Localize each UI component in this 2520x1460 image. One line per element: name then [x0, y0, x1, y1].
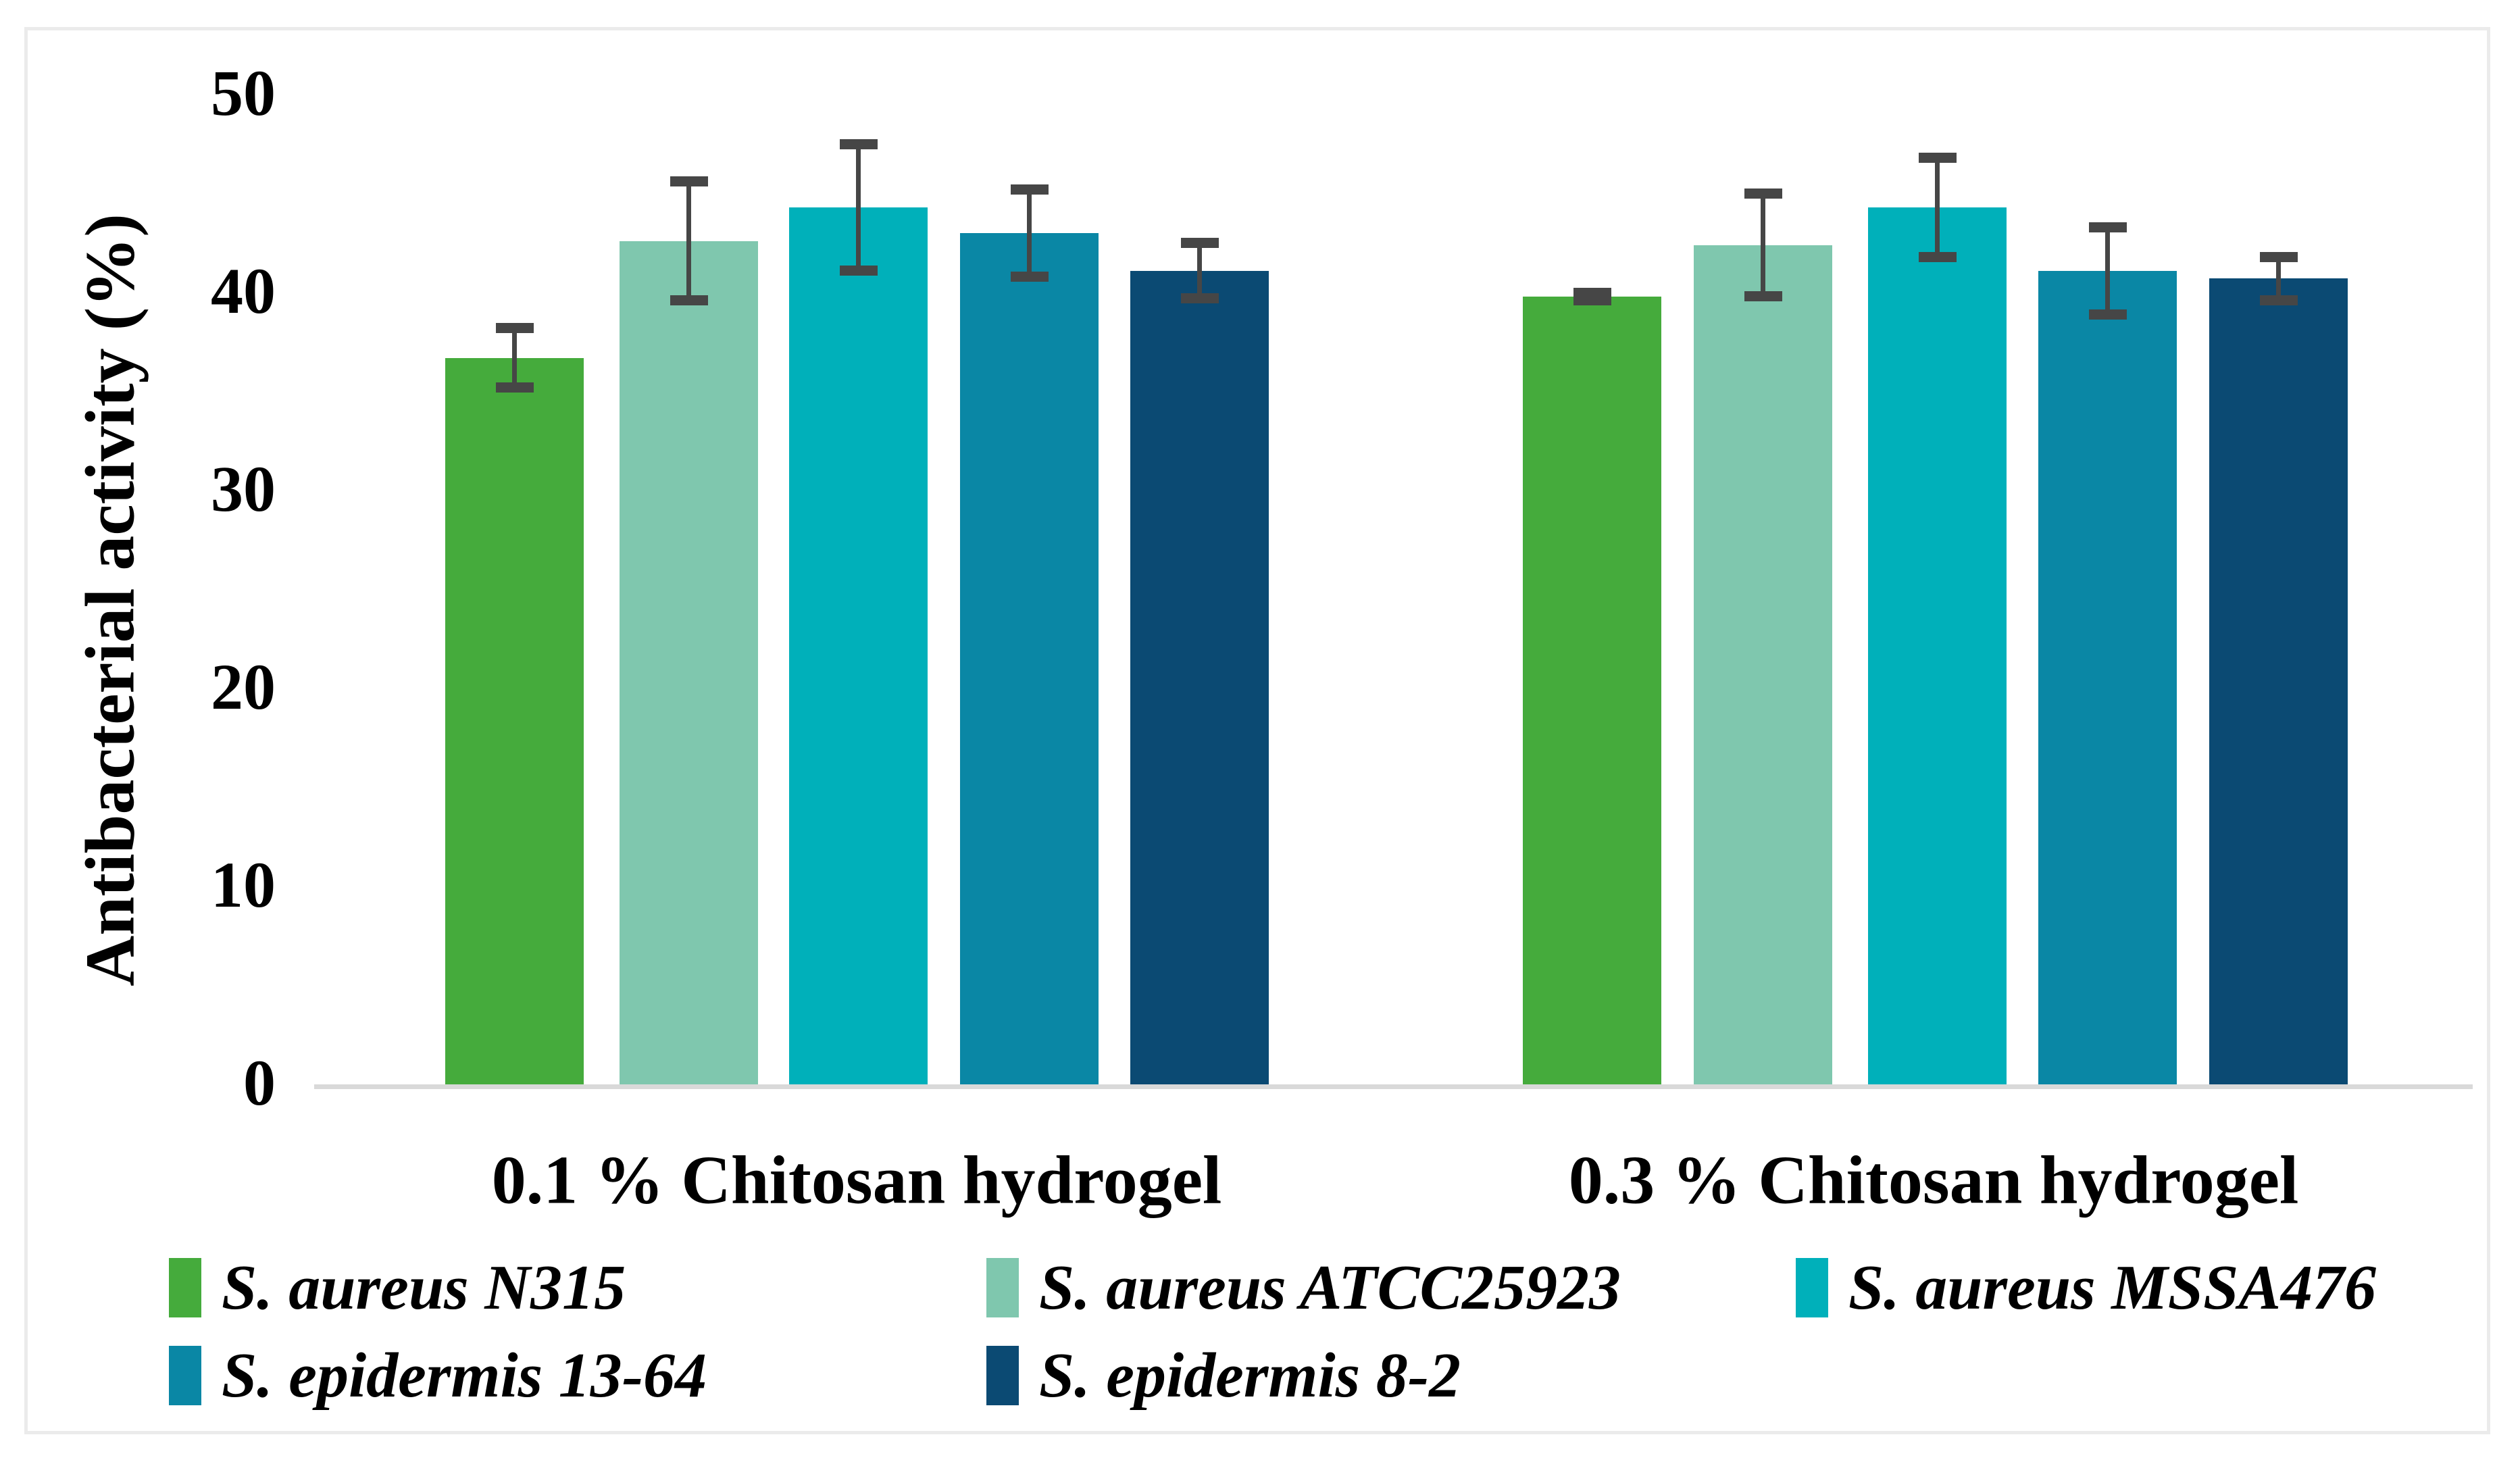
category-label: 0.3 % Chitosan hydrogel [1568, 1142, 2299, 1219]
error-bar-cap [839, 139, 878, 149]
error-bar-cap [1573, 287, 1611, 298]
error-bar-cap [670, 295, 708, 306]
legend-swatch [1796, 1258, 1828, 1317]
error-bar-cap [1573, 295, 1611, 306]
error-bar-cap [1180, 238, 1219, 249]
legend-label: S. aureus N315 [222, 1253, 626, 1323]
error-bar-line [686, 181, 691, 301]
legend-label: S. epidermis 8-2 [1039, 1340, 1461, 1411]
error-bar-cap [670, 176, 708, 187]
y-tick-label: 20 [211, 651, 276, 724]
legend-swatch [986, 1346, 1019, 1405]
bar [789, 207, 928, 1084]
bar [2038, 270, 2177, 1084]
bar [1868, 207, 2007, 1084]
error-bar-line [1197, 243, 1202, 299]
error-bar-cap [2088, 222, 2127, 232]
bar [445, 357, 584, 1084]
legend-label: S. epidermis 13-64 [222, 1340, 707, 1411]
bar [620, 241, 758, 1084]
legend-swatch [169, 1346, 201, 1405]
bar [1523, 296, 1661, 1084]
error-bar-line [2276, 257, 2281, 301]
category-label: 0.1 % Chitosan hydrogel [491, 1142, 1222, 1219]
bar [1130, 270, 1269, 1084]
error-bar-cap [1918, 153, 1957, 163]
error-bar-cap [1010, 184, 1049, 195]
error-bar-cap [1744, 291, 1782, 302]
error-bar-cap [495, 323, 534, 334]
bar [2209, 278, 2348, 1084]
error-bar-cap [2088, 309, 2127, 320]
error-bar-cap [1918, 251, 1957, 262]
error-bar-line [1935, 157, 1940, 257]
y-tick-label: 50 [211, 57, 276, 130]
y-tick-label: 30 [211, 453, 276, 526]
legend-item: S. aureus ATCC25923 [986, 1253, 1621, 1323]
legend-label: S. aureus ATCC25923 [1039, 1253, 1621, 1323]
legend-item: S. epidermis 8-2 [986, 1340, 1461, 1411]
error-bar-line [512, 328, 517, 388]
error-bar-cap [2259, 295, 2298, 306]
error-bar-cap [495, 382, 534, 393]
error-bar-cap [2259, 251, 2298, 262]
legend-item: S. aureus N315 [169, 1253, 626, 1323]
legend-swatch [986, 1258, 1019, 1317]
error-bar-line [1027, 189, 1032, 277]
error-bar-line [856, 144, 861, 271]
error-bar-cap [1010, 272, 1049, 282]
legend-swatch [169, 1258, 201, 1317]
legend-label: S. aureus MSSA476 [1848, 1253, 2377, 1323]
x-axis-line [314, 1084, 2473, 1089]
error-bar-cap [1744, 188, 1782, 199]
legend-item: S. epidermis 13-64 [169, 1340, 707, 1411]
error-bar-line [2105, 227, 2110, 315]
legend-item: S. aureus MSSA476 [1796, 1253, 2377, 1323]
bar [960, 233, 1099, 1084]
error-bar-cap [839, 266, 878, 276]
error-bar-cap [1180, 293, 1219, 304]
error-bar-line [1761, 193, 1765, 297]
bar [1694, 245, 1832, 1084]
y-tick-label: 10 [211, 849, 276, 922]
y-tick-label: 0 [243, 1047, 276, 1119]
y-tick-label: 40 [211, 255, 276, 328]
